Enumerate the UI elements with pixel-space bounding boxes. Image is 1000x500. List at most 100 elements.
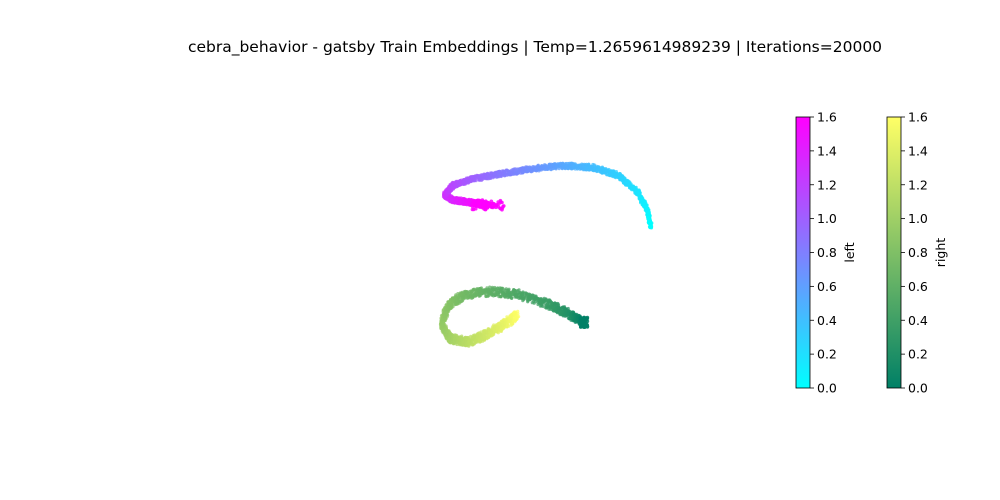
scatter-point: [507, 287, 511, 291]
embedding-scatter: [438, 161, 654, 348]
colorbar-right-tick-label: 1.4: [908, 143, 928, 158]
scatter-point: [521, 290, 525, 294]
scatter-point: [573, 320, 577, 324]
scatter-point: [484, 330, 489, 334]
scatter-point: [493, 293, 497, 297]
scatter-point: [470, 207, 475, 212]
scatter-point: [473, 204, 478, 208]
scatter-point: [510, 296, 514, 300]
scatter-point: [488, 201, 492, 206]
colorbar-left-tick-label: 0.4: [817, 313, 837, 328]
scatter-point: [478, 340, 483, 344]
scatter-point: [488, 204, 493, 208]
scatter-point: [531, 294, 535, 298]
scatter-point: [581, 325, 586, 329]
colorbar-left: 0.0 0.2 0.4 0.6 0.8 1.0 1.2 1.4 1.6 left: [795, 110, 857, 396]
scatter-point: [558, 306, 563, 310]
scatter-point: [575, 167, 580, 171]
scatter-point: [482, 331, 486, 335]
scatter-point: [477, 198, 482, 203]
colorbar-right-label: right: [933, 238, 948, 267]
scatter-point: [472, 287, 476, 291]
colorbar-left-tick-label: 0.0: [817, 381, 837, 396]
colorbar-right-gradient: [886, 116, 902, 389]
scatter-point: [500, 320, 505, 324]
scatter-point: [452, 342, 456, 346]
scatter-point: [500, 200, 504, 205]
scatter-point: [544, 297, 548, 301]
scatter-point: [460, 334, 464, 338]
scatter-point: [465, 290, 469, 294]
colorbar-right-tick-label: 1.0: [908, 211, 928, 226]
scatter-point: [450, 303, 454, 307]
scatter-point: [579, 321, 584, 326]
series-left: [441, 161, 654, 230]
colorbar-right-tick-label: 1.6: [908, 110, 928, 125]
chart-title: cebra_behavior - gatsby Train Embeddings…: [188, 38, 882, 57]
scatter-point: [548, 162, 552, 166]
colorbar-left-label: left: [842, 242, 857, 262]
colorbar-left-tick-label: 0.2: [817, 347, 837, 362]
scatter-point: [498, 322, 502, 326]
scatter-point: [541, 301, 545, 305]
scatter-point: [566, 167, 570, 171]
scatter-point: [539, 297, 543, 301]
colorbar-left-gradient: [795, 116, 811, 389]
scatter-point: [569, 311, 573, 315]
scatter-point: [557, 309, 561, 313]
scatter-point: [457, 343, 461, 347]
scatter-point: [649, 225, 653, 229]
scatter-point: [470, 202, 475, 206]
scatter-point: [508, 314, 512, 318]
colorbar-right-tick-label: 1.2: [908, 177, 928, 192]
colorbar-right-tick-label: 0.8: [908, 245, 928, 260]
scatter-point: [496, 200, 501, 204]
colorbar-left-tick-label: 1.0: [817, 211, 837, 226]
colorbar-right: 0.0 0.2 0.4 0.6 0.8 1.0 1.2 1.4 1.6 right: [886, 110, 948, 396]
scatter-point: [484, 199, 488, 203]
colorbar-left-tick-label: 1.2: [817, 177, 837, 192]
scatter-point: [439, 327, 443, 331]
scatter-point: [541, 304, 545, 308]
scatter-point: [474, 206, 478, 211]
series-right: [438, 285, 590, 348]
scatter-point: [494, 205, 498, 210]
colorbar-left-tick-label: 1.4: [817, 143, 837, 158]
scatter-point: [499, 329, 503, 333]
scatter-point: [650, 221, 654, 225]
scatter-point: [552, 309, 556, 313]
scatter-point: [488, 285, 492, 289]
scatter-point: [471, 199, 476, 204]
scatter-point: [481, 173, 485, 177]
scatter-point: [637, 191, 642, 195]
scatter-point: [460, 291, 464, 296]
scatter-point: [507, 319, 512, 323]
scatter-point: [512, 313, 516, 318]
scatter-point: [501, 204, 505, 209]
scatter-point: [509, 323, 513, 327]
scatter-point: [477, 205, 482, 209]
scatter-point: [615, 171, 619, 175]
scatter-point: [479, 286, 483, 290]
scatter-point: [490, 326, 494, 330]
scatter-point: [557, 303, 561, 307]
colorbar-right-tick-label: 0.6: [908, 279, 928, 294]
scatter-point: [475, 291, 479, 295]
scatter-point: [526, 300, 530, 304]
scatter-point: [480, 198, 485, 202]
colorbar-right-tick-label: 0.2: [908, 347, 928, 362]
colorbar-left-tick-label: 0.6: [817, 279, 837, 294]
scatter-point: [474, 179, 478, 183]
scatter-point: [492, 202, 496, 206]
scatter-point: [463, 296, 467, 300]
scatter-point: [499, 206, 503, 211]
scatter-point: [470, 343, 474, 347]
colorbar-right-tick-label: 0.4: [908, 313, 928, 328]
colorbar-right-tick-label: 0.0: [908, 381, 928, 396]
colorbar-left-tick-label: 1.6: [817, 110, 837, 125]
scatter-point: [501, 291, 505, 295]
colorbar-left-tick-label: 0.8: [817, 245, 837, 260]
scatter-point: [512, 288, 516, 292]
scatter-point: [484, 204, 489, 208]
